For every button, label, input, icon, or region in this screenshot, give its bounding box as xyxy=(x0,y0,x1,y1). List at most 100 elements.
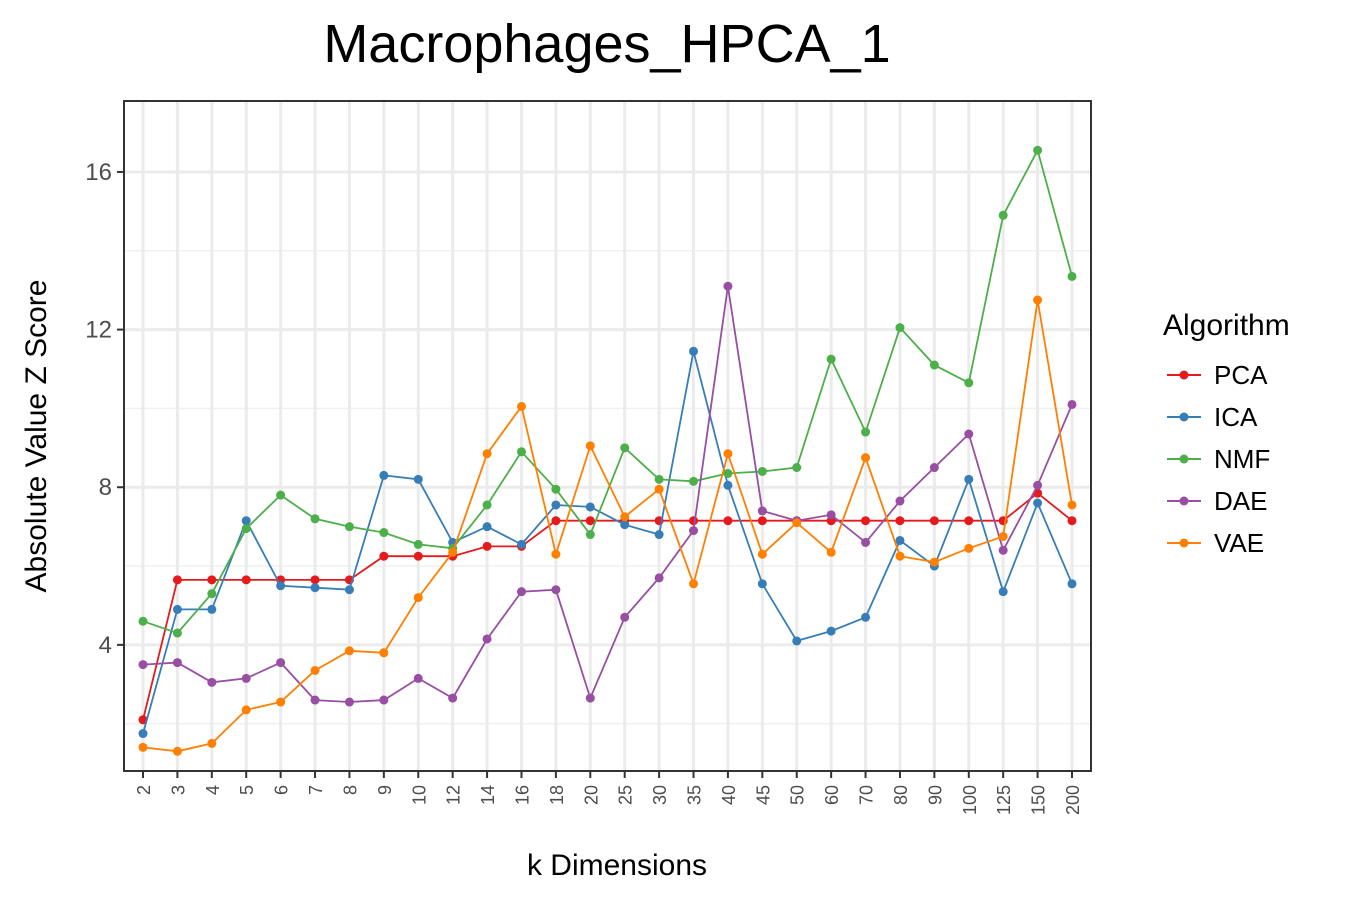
data-point xyxy=(861,427,871,437)
x-tick-label: 20 xyxy=(581,785,601,805)
data-point xyxy=(998,545,1008,555)
data-point xyxy=(516,401,526,411)
data-point xyxy=(895,551,905,561)
y-axis-title: Absolute Value Z Score xyxy=(20,280,53,593)
data-point xyxy=(310,514,320,524)
x-tick-label: 45 xyxy=(753,785,773,805)
data-point xyxy=(929,463,939,473)
data-point xyxy=(276,658,286,668)
data-point xyxy=(585,693,595,703)
data-point xyxy=(689,579,699,589)
data-point xyxy=(551,500,561,510)
x-tick-label: 90 xyxy=(925,785,945,805)
x-tick-label: 18 xyxy=(547,785,567,805)
data-point xyxy=(138,729,148,739)
x-tick-label: 6 xyxy=(272,785,292,795)
legend-item-ica: ICA xyxy=(1167,402,1258,432)
data-point xyxy=(344,646,354,656)
data-point xyxy=(689,346,699,356)
data-point xyxy=(1067,271,1077,281)
data-point xyxy=(448,547,458,557)
series-line xyxy=(142,147,1073,635)
data-point xyxy=(379,470,389,480)
data-point xyxy=(964,474,974,484)
x-tick-label: 70 xyxy=(857,785,877,805)
data-point xyxy=(792,636,802,646)
legend-item-vae: VAE xyxy=(1167,528,1264,558)
data-point xyxy=(1033,498,1043,508)
y-axis: 4 8 12 16 xyxy=(85,159,124,659)
data-point xyxy=(207,589,217,599)
data-point xyxy=(207,738,217,748)
grid xyxy=(124,101,1091,771)
x-tick-label: 8 xyxy=(340,785,360,795)
legend-marker xyxy=(1179,496,1189,506)
data-point xyxy=(310,575,320,585)
data-point xyxy=(379,695,389,705)
data-point xyxy=(654,484,664,494)
data-point xyxy=(413,539,423,549)
legend: Algorithm PCA ICA NMF DAE VAE xyxy=(1163,309,1290,558)
data-point xyxy=(516,447,526,457)
data-point xyxy=(861,537,871,547)
data-point xyxy=(620,520,630,530)
x-axis-title: k Dimensions xyxy=(527,849,707,882)
x-tick-label: 30 xyxy=(650,785,670,805)
legend-title: Algorithm xyxy=(1163,309,1290,342)
x-tick-label: 25 xyxy=(616,785,636,805)
x-tick-label: 40 xyxy=(719,785,739,805)
x-tick-label: 100 xyxy=(960,785,980,815)
data-point xyxy=(1033,145,1043,155)
legend-item-pca: PCA xyxy=(1167,360,1268,390)
data-point xyxy=(310,583,320,593)
legend-label: ICA xyxy=(1214,402,1258,432)
legend-marker xyxy=(1179,454,1189,464)
data-point xyxy=(620,443,630,453)
data-point xyxy=(689,476,699,486)
data-point xyxy=(964,429,974,439)
data-point xyxy=(379,551,389,561)
data-point xyxy=(172,604,182,614)
series-layer xyxy=(138,145,1077,756)
data-point xyxy=(620,612,630,622)
data-point xyxy=(895,323,905,333)
data-point xyxy=(826,510,836,520)
data-point xyxy=(172,628,182,638)
data-point xyxy=(207,604,217,614)
data-point xyxy=(344,697,354,707)
x-tick-label: 125 xyxy=(994,785,1014,815)
data-point xyxy=(172,658,182,668)
data-point xyxy=(207,575,217,585)
data-point xyxy=(413,673,423,683)
series-line xyxy=(142,299,1073,753)
data-point xyxy=(138,742,148,752)
legend-label: DAE xyxy=(1214,486,1267,516)
data-point xyxy=(482,634,492,644)
data-point xyxy=(689,516,699,526)
data-point xyxy=(172,746,182,756)
x-tick-label: 200 xyxy=(1063,785,1083,815)
x-tick-label: 3 xyxy=(168,785,188,795)
data-point xyxy=(723,281,733,291)
data-point xyxy=(826,547,836,557)
data-point xyxy=(929,557,939,567)
series-line xyxy=(142,351,1073,734)
data-point xyxy=(276,490,286,500)
y-tick-label: 12 xyxy=(85,317,112,344)
data-point xyxy=(138,660,148,670)
x-tick-label: 80 xyxy=(891,785,911,805)
series-line xyxy=(142,491,1073,721)
data-point xyxy=(964,543,974,553)
data-point xyxy=(929,360,939,370)
data-point xyxy=(929,516,939,526)
data-point xyxy=(654,474,664,484)
data-point xyxy=(585,516,595,526)
x-tick-label: 16 xyxy=(512,785,532,805)
data-point xyxy=(172,575,182,585)
data-point xyxy=(757,549,767,559)
data-point xyxy=(241,673,251,683)
data-point xyxy=(482,500,492,510)
data-point xyxy=(448,693,458,703)
data-point xyxy=(207,677,217,687)
